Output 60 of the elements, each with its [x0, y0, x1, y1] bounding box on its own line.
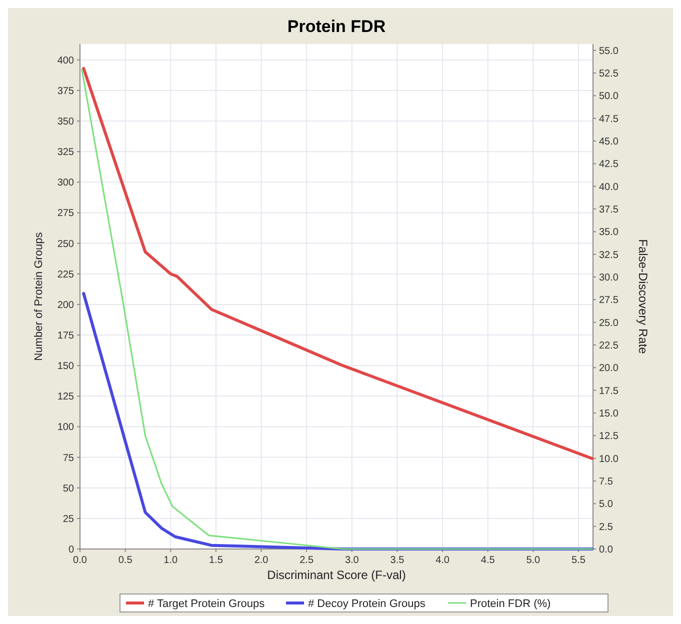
x-tick-label: 2.0	[254, 555, 269, 566]
legend-label: # Decoy Protein Groups	[308, 598, 426, 610]
x-tick-label: 5.5	[572, 555, 586, 566]
y-tick-label: 200	[57, 300, 74, 311]
y-tick-label: 50	[62, 483, 74, 494]
y2-tick-label: 55.0	[599, 46, 619, 57]
y2-tick-label: 20.0	[599, 363, 619, 374]
y2-tick-label: 5.0	[599, 499, 614, 510]
y2-tick-label: 7.5	[599, 476, 614, 488]
y2-tick-label: 25.0	[599, 318, 619, 329]
y2-tick-label: 0.0	[599, 544, 614, 556]
y2-axis-title: False-Discovery Rate	[636, 239, 650, 354]
y-tick-label: 250	[57, 238, 74, 250]
y2-tick-label: 45.0	[599, 136, 619, 148]
x-tick-label: 3.0	[344, 555, 360, 566]
y-tick-label: 325	[57, 147, 74, 158]
chart-title: Protein FDR	[287, 17, 386, 36]
y2-tick-label: 30.0	[599, 272, 619, 284]
y-tick-label: 0	[68, 544, 74, 556]
y-tick-label: 275	[57, 208, 74, 220]
y-tick-label: 100	[57, 422, 74, 434]
line-series	[82, 66, 594, 460]
y2-tick-label: 42.5	[599, 159, 619, 170]
x-tick-label: 5.0	[526, 555, 541, 566]
x-axis-title: Discriminant Score (F-val)	[267, 568, 406, 582]
x-tick-label: 4.0	[436, 555, 450, 566]
y2-tick-label: 52.5	[599, 68, 619, 80]
y2-tick-label: 17.5	[599, 386, 619, 397]
y-tick-label: 225	[57, 269, 74, 280]
y2-tick-label: 50.0	[599, 91, 619, 102]
y2-tick-label: 40.0	[599, 182, 619, 193]
y-tick-label: 400	[57, 55, 74, 66]
x-tick-label: 2.5	[300, 555, 314, 566]
y2-tick-label: 10.0	[599, 454, 619, 465]
y-tick-label: 300	[57, 178, 74, 189]
y-tick-label: 75	[62, 452, 74, 464]
y2-tick-label: 35.0	[599, 227, 619, 238]
x-tick-label: 4.5	[480, 555, 496, 566]
y2-tick-label: 22.5	[599, 340, 619, 352]
legend-label: Protein FDR (%)	[470, 598, 551, 610]
x-tick-label: 0.5	[118, 555, 133, 566]
y2-tick-label: 15.0	[599, 408, 619, 420]
x-tick-label: 3.5	[390, 555, 405, 566]
y-tick-label: 125	[57, 392, 74, 403]
y-tick-label: 150	[57, 361, 74, 372]
legend-label: # Target Protein Groups	[148, 598, 266, 610]
y2-tick-label: 47.5	[599, 114, 619, 125]
y2-tick-label: 32.5	[599, 250, 619, 261]
x-tick-label: 0.0	[73, 555, 88, 566]
y-tick-label: 25	[62, 514, 74, 525]
x-tick-label: 1.0	[164, 555, 178, 566]
y2-tick-label: 37.5	[599, 204, 619, 216]
y2-tick-label: 12.5	[599, 431, 619, 442]
y2-tick-label: 27.5	[599, 295, 619, 306]
x-tick-label: 1.5	[209, 555, 224, 566]
y-axis-title: Number of Protein Groups	[33, 232, 45, 361]
y-tick-label: 375	[57, 86, 74, 97]
y-tick-label: 175	[57, 330, 74, 342]
y2-tick-label: 2.5	[599, 522, 614, 533]
y-tick-label: 350	[57, 116, 74, 128]
